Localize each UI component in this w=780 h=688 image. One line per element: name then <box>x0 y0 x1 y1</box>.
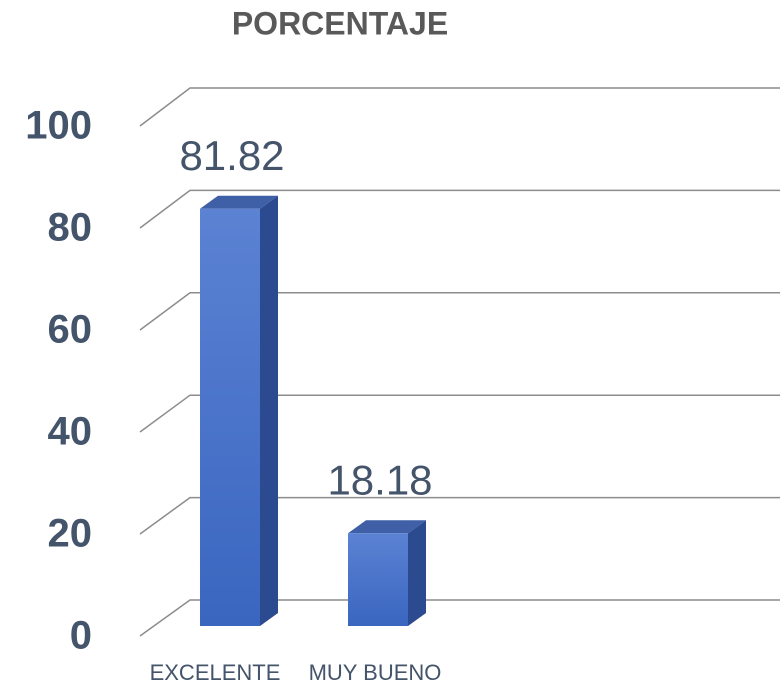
grid-line <box>139 599 780 637</box>
bar-face <box>200 195 278 209</box>
x-tick-label: EXCELENTE <box>150 660 281 685</box>
data-label: 18.18 <box>327 456 432 503</box>
y-tick-label: 20 <box>48 512 93 556</box>
bar-face <box>408 520 426 626</box>
y-tick-label: 0 <box>70 614 92 658</box>
y-tick-label: 80 <box>48 206 93 250</box>
grid-line <box>139 394 780 433</box>
bar <box>200 195 278 626</box>
data-label: 81.82 <box>179 132 284 179</box>
bar-face <box>200 208 260 626</box>
bar-face <box>348 533 408 626</box>
y-tick-label: 100 <box>25 104 92 148</box>
bar <box>348 520 426 626</box>
grid-line <box>139 189 780 229</box>
y-tick-label: 40 <box>48 410 93 454</box>
bar-face <box>348 520 426 534</box>
y-tick-label: 60 <box>48 308 93 352</box>
bar-face <box>260 195 278 626</box>
chart-title: PORCENTAJE <box>232 5 448 41</box>
x-tick-label: MUY BUENO <box>309 660 442 685</box>
grid-line <box>139 496 780 535</box>
grid-line <box>139 292 780 331</box>
grid-line <box>139 87 780 127</box>
